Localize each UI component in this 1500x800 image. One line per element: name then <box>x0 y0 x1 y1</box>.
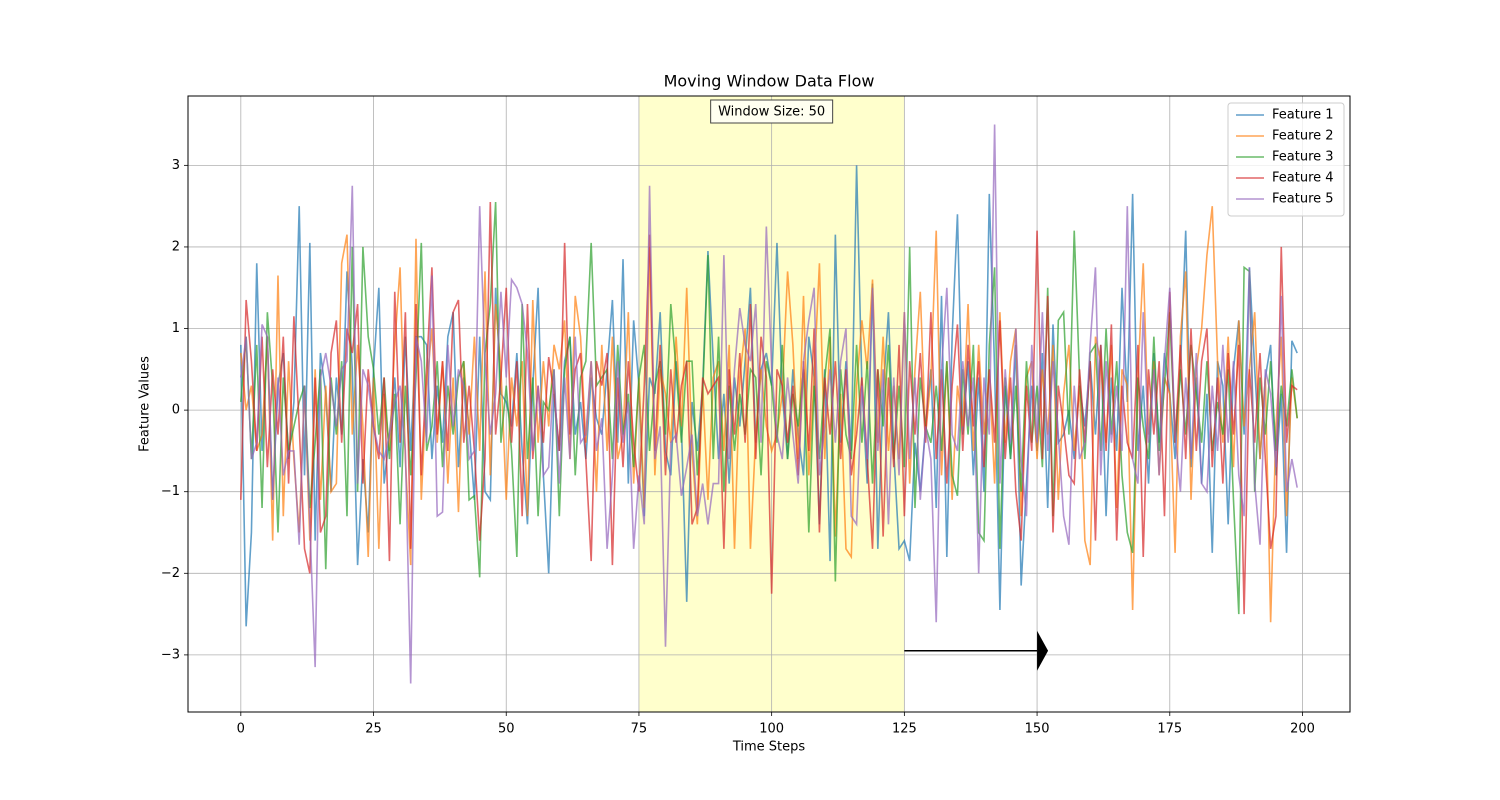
legend-label: Feature 4 <box>1272 171 1334 186</box>
x-tick-label: 25 <box>365 722 382 737</box>
y-tick-label: 2 <box>172 239 180 254</box>
x-tick-label: 150 <box>1025 722 1050 737</box>
x-tick-label: 125 <box>892 722 917 737</box>
x-tick-label: 200 <box>1290 722 1315 737</box>
y-tick-label: 1 <box>172 321 180 336</box>
annotation-box <box>710 99 834 124</box>
plot-frame <box>187 95 1351 713</box>
x-tick-label: 75 <box>631 722 648 737</box>
y-tick-label: −1 <box>161 484 180 499</box>
legend-label: Feature 2 <box>1272 129 1334 144</box>
y-tick-label: −3 <box>161 647 180 662</box>
x-tick-label: 50 <box>498 722 515 737</box>
arrow-head <box>1037 630 1049 671</box>
series-line <box>240 202 1298 615</box>
x-tick-label: 175 <box>1157 722 1182 737</box>
y-tick-label: 0 <box>172 403 180 418</box>
legend-label: Feature 5 <box>1272 192 1334 207</box>
y-tick-label: 3 <box>172 158 180 173</box>
x-tick-label: 100 <box>759 722 784 737</box>
legend-box <box>1227 102 1345 217</box>
x-axis-label: Time Steps <box>732 740 806 755</box>
y-axis-label: Feature Values <box>138 356 153 452</box>
legend-label: Feature 1 <box>1272 108 1334 123</box>
series-line <box>240 124 1298 684</box>
legend-label: Feature 3 <box>1272 150 1334 165</box>
annotation: Window Size: 50 <box>718 105 825 120</box>
chart-title: Moving Window Data Flow <box>664 72 875 91</box>
x-tick-label: 0 <box>237 722 245 737</box>
y-tick-label: −2 <box>161 566 180 581</box>
